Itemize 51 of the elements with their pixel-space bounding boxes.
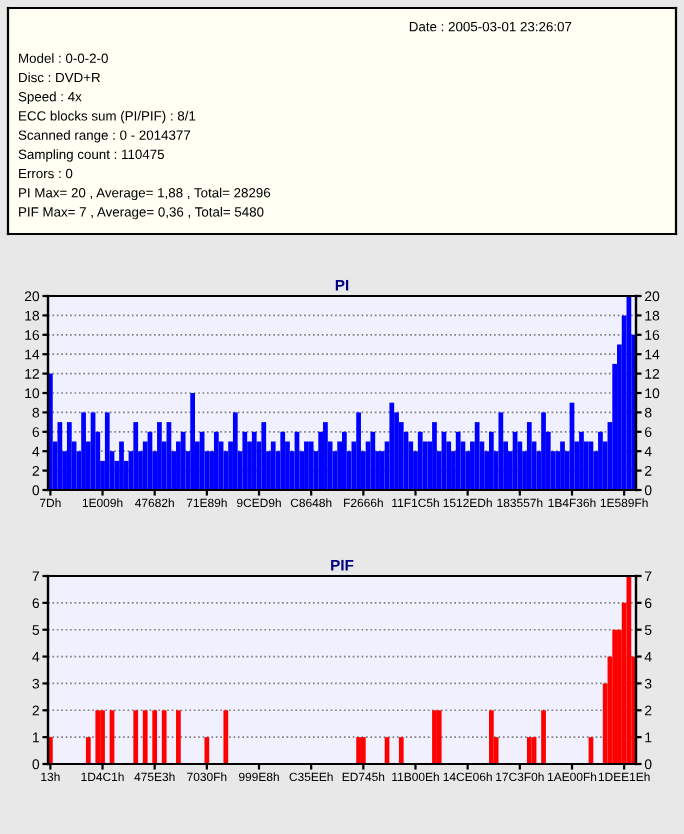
bar — [133, 710, 139, 764]
bar — [104, 412, 110, 490]
bar — [204, 737, 210, 764]
bar — [432, 710, 437, 764]
bar — [356, 412, 361, 490]
bar — [280, 431, 286, 490]
bar — [66, 422, 72, 490]
bar — [242, 431, 248, 490]
bar — [308, 441, 314, 490]
bar — [579, 431, 584, 490]
bar — [389, 402, 395, 490]
bar — [455, 431, 461, 490]
bar — [261, 422, 267, 490]
bar — [304, 441, 309, 490]
bar — [232, 412, 238, 490]
bar — [526, 422, 532, 490]
bar — [100, 710, 105, 764]
bar — [180, 431, 186, 490]
bar — [370, 431, 376, 490]
bar — [541, 710, 546, 764]
bar — [133, 422, 139, 490]
bar — [489, 431, 494, 490]
bar — [498, 412, 504, 490]
bar — [417, 431, 423, 490]
bar — [251, 431, 257, 490]
bar — [360, 737, 366, 764]
bar — [432, 422, 437, 490]
bar — [176, 710, 181, 764]
bar — [57, 422, 63, 490]
bar — [142, 710, 148, 764]
bar — [81, 412, 86, 490]
bar — [398, 737, 404, 764]
bar — [612, 629, 618, 764]
bar — [474, 422, 480, 490]
bar — [541, 412, 546, 490]
bar — [356, 737, 361, 764]
bar — [95, 710, 101, 764]
bar — [526, 737, 532, 764]
bar — [323, 422, 328, 490]
bar — [598, 431, 603, 490]
bar — [223, 710, 229, 764]
bar — [342, 431, 347, 490]
bar — [85, 737, 91, 764]
bar — [157, 422, 162, 490]
bar — [161, 710, 167, 764]
bar — [119, 441, 124, 490]
bar — [436, 710, 442, 764]
bar — [489, 710, 494, 764]
bar — [213, 431, 219, 490]
bar — [190, 393, 195, 490]
bar — [152, 710, 158, 764]
